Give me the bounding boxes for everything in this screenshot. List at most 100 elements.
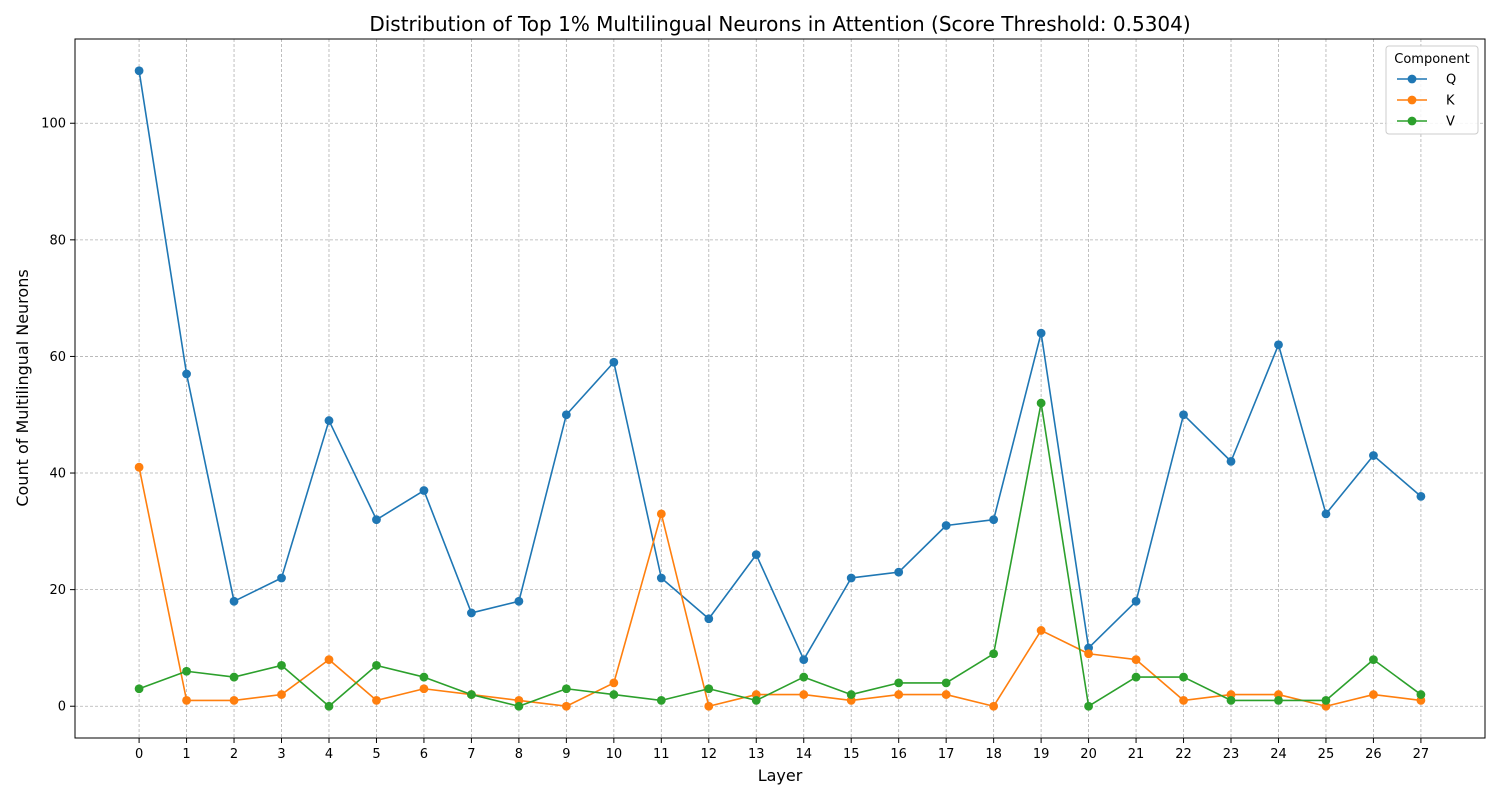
x-tick-label: 12: [701, 747, 718, 762]
x-tick-label: 15: [843, 747, 860, 762]
data-point-v: [277, 661, 286, 670]
legend: Component QKV: [1385, 45, 1479, 135]
data-point-v: [1036, 398, 1046, 408]
x-tick-label: 9: [562, 747, 570, 762]
data-point-k: [1369, 690, 1378, 699]
data-point-v: [656, 695, 666, 705]
series-v: [134, 398, 1426, 711]
x-tick-label: 8: [515, 747, 523, 762]
data-point-v: [134, 684, 144, 694]
y-tick-label: 60: [49, 350, 66, 365]
x-tick-label: 17: [938, 747, 955, 762]
data-point-k: [324, 655, 334, 664]
y-tick-label: 0: [58, 700, 66, 715]
data-point-q: [182, 369, 191, 379]
data-point-q: [1036, 328, 1046, 338]
x-tick-label: 10: [606, 747, 623, 762]
data-point-k: [561, 701, 571, 711]
x-tick-label: 11: [653, 747, 670, 762]
data-point-q: [704, 614, 714, 624]
legend-marker-q: [1407, 74, 1417, 84]
x-tick-label: 14: [795, 747, 812, 762]
data-point-v: [609, 690, 619, 699]
data-point-q: [561, 410, 571, 420]
legend-label-q: Q: [1446, 73, 1456, 88]
data-point-q: [1226, 456, 1236, 466]
y-tick-label: 80: [49, 233, 66, 248]
x-tick-label: 18: [985, 747, 1002, 762]
x-tick-label: 16: [890, 747, 907, 762]
series-line-k: [138, 467, 1422, 708]
data-point-k: [656, 509, 666, 519]
data-point-q: [846, 573, 856, 583]
x-tick-label: 22: [1175, 747, 1192, 762]
data-point-k: [134, 462, 144, 472]
x-tick-label: 7: [467, 747, 475, 762]
data-point-k: [799, 690, 809, 699]
data-point-v: [324, 701, 334, 711]
data-point-v: [182, 666, 191, 676]
data-point-q: [941, 521, 951, 530]
y-axis-ticks: 0 20 40 60 80 100: [41, 117, 75, 715]
x-tick-label: 23: [1223, 747, 1240, 762]
y-tick-label: 40: [49, 467, 66, 482]
x-tick-label: 24: [1270, 747, 1287, 762]
data-point-q: [1321, 509, 1331, 519]
legend-marker-k: [1407, 95, 1417, 105]
data-point-q: [1369, 451, 1378, 460]
data-point-q: [751, 550, 761, 560]
plot-frame: [74, 38, 1486, 739]
data-point-v: [514, 701, 524, 711]
data-point-v: [1369, 655, 1378, 664]
y-tick-label: 100: [41, 117, 66, 132]
x-axis-label: Layer: [758, 766, 803, 785]
x-tick-label: 5: [372, 747, 380, 762]
data-point-v: [941, 678, 951, 688]
data-point-k: [894, 690, 904, 699]
data-point-k: [229, 695, 239, 705]
legend-title: Component: [1394, 52, 1469, 67]
data-point-v: [704, 684, 714, 694]
legend-items: QKV: [1397, 73, 1456, 130]
data-point-k: [1084, 649, 1093, 659]
data-point-v: [894, 678, 904, 688]
grid: [75, 39, 1485, 738]
data-point-v: [419, 672, 429, 682]
data-point-q: [1416, 491, 1426, 501]
data-point-q: [324, 416, 334, 425]
data-point-k: [277, 690, 286, 699]
legend-label-k: K: [1446, 94, 1455, 109]
data-point-q: [419, 486, 429, 495]
data-point-v: [467, 690, 476, 699]
data-point-v: [846, 690, 856, 699]
data-point-k: [1179, 695, 1188, 705]
data-point-v: [1416, 690, 1426, 699]
data-point-k: [704, 701, 714, 711]
data-point-k: [941, 690, 951, 699]
data-point-k: [609, 678, 619, 688]
chart-title: Distribution of Top 1% Multilingual Neur…: [369, 12, 1190, 36]
data-point-q: [134, 66, 144, 76]
data-point-k: [1131, 655, 1141, 664]
x-tick-label: 2: [230, 747, 238, 762]
data-point-q: [1274, 340, 1283, 350]
y-tick-label: 20: [49, 583, 66, 598]
data-point-v: [229, 672, 239, 682]
x-tick-label: 4: [325, 747, 333, 762]
data-point-q: [1179, 410, 1188, 420]
legend-marker-v: [1407, 116, 1417, 126]
data-point-q: [514, 596, 524, 606]
legend-label-v: V: [1446, 115, 1455, 130]
x-tick-label: 25: [1318, 747, 1335, 762]
data-point-q: [609, 357, 619, 367]
x-tick-label: 13: [748, 747, 765, 762]
x-axis-ticks: 0 1 2 3 4 5 6 7 8 9 10 11 12 13 14 15 16 17 18 19 20 21 22 23 24…: [135, 738, 1429, 762]
x-tick-label: 20: [1080, 747, 1097, 762]
data-point-q: [894, 567, 904, 577]
series-k: [134, 462, 1426, 711]
x-tick-label: 27: [1413, 747, 1430, 762]
series-layer: [134, 66, 1426, 711]
data-point-v: [1274, 695, 1283, 705]
data-point-q: [1131, 596, 1141, 606]
